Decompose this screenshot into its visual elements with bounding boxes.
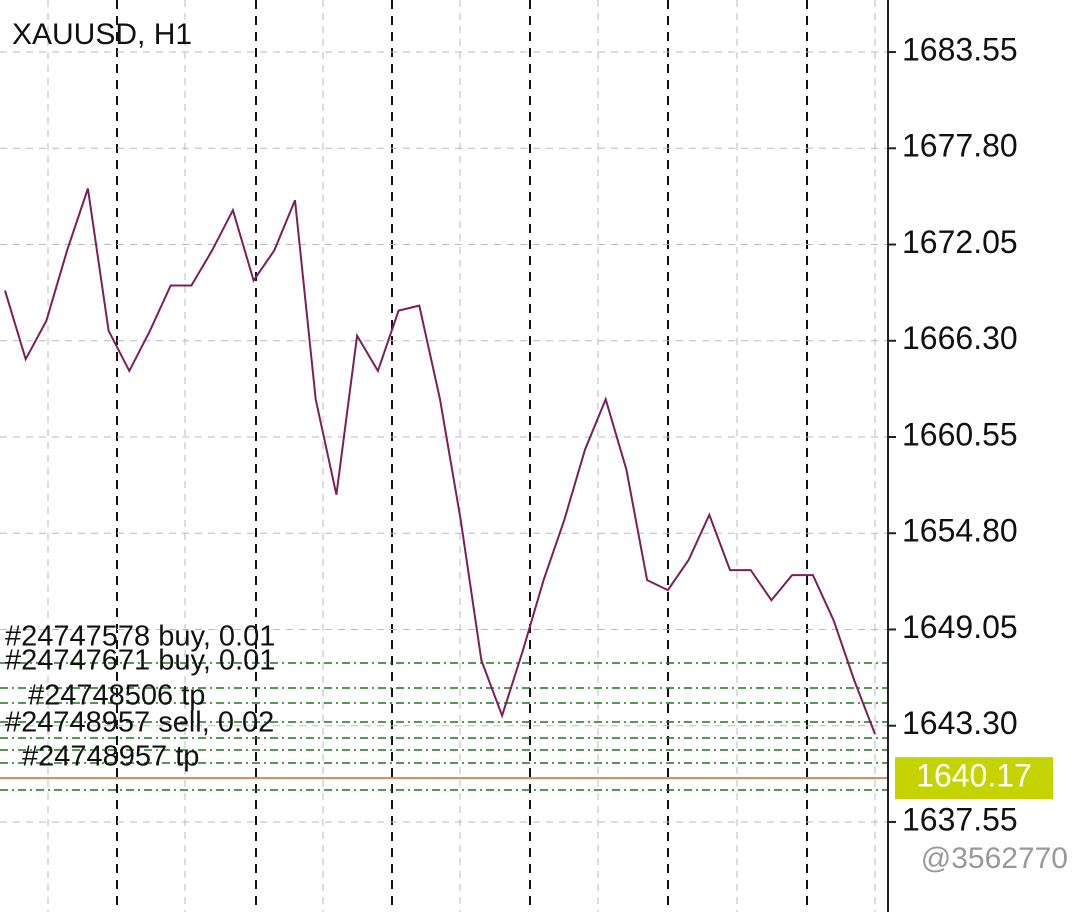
order-label: #24748957 sell, 0.02	[5, 707, 274, 739]
y-tick-label: 1666.30	[902, 320, 1018, 356]
annotations: #24747578 buy, 0.01#24747671 buy, 0.01#2…	[5, 621, 275, 773]
y-tick-label: 1649.05	[902, 609, 1018, 645]
y-tick-label: 1672.05	[902, 224, 1018, 260]
series	[4, 188, 876, 735]
y-tick-label: 1637.55	[902, 801, 1018, 837]
y-tick-label: 1683.55	[902, 32, 1018, 68]
y-tick-label: 1660.55	[902, 416, 1018, 452]
grid	[0, 51, 888, 823]
y-tick-label: 1643.30	[902, 705, 1018, 741]
last-price-label: 1640.17	[916, 758, 1032, 794]
order-label: #24747578 buy, 0.01	[5, 621, 275, 653]
order-label: #24748957 tp	[22, 741, 199, 773]
chart-title: XAUUSD, H1	[12, 18, 192, 51]
order-lines	[0, 662, 888, 791]
y-axis: 1683.55 1677.80 1672.05 1666.30 1660.55 1654.…	[888, 32, 1053, 837]
y-tick-label: 1654.80	[902, 513, 1018, 549]
order-label: #24747671 buy, 0.01	[5, 645, 275, 677]
order-label: #24748506 tp	[28, 680, 205, 712]
price-line	[4, 188, 876, 735]
last-price-box	[895, 757, 1053, 800]
y-tick-label: 1677.80	[902, 128, 1018, 164]
period-separators	[47, 0, 876, 912]
plot-area	[0, 0, 888, 912]
watermark: @3562770	[921, 842, 1068, 875]
